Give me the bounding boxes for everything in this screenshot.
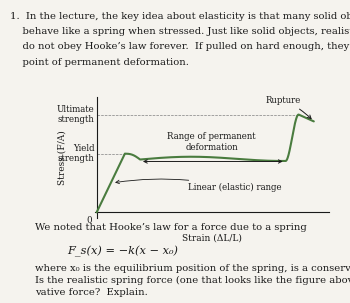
Text: Ultimate
strength: Ultimate strength <box>57 105 94 124</box>
Text: 0: 0 <box>86 216 92 225</box>
Text: vative force?  Explain.: vative force? Explain. <box>35 288 148 297</box>
Text: do not obey Hooke’s law forever.  If pulled on hard enough, they reach a: do not obey Hooke’s law forever. If pull… <box>10 42 350 52</box>
Text: Stress (F/A): Stress (F/A) <box>57 130 66 185</box>
Text: Rupture: Rupture <box>266 96 311 119</box>
Text: Yield
strength: Yield strength <box>58 144 94 163</box>
Text: Linear (elastic) range: Linear (elastic) range <box>116 179 281 192</box>
Text: point of permanent deformation.: point of permanent deformation. <box>10 58 189 67</box>
Text: F_s(x) = −k(x − x₀): F_s(x) = −k(x − x₀) <box>67 245 178 257</box>
Text: behave like a spring when stressed. Just like solid objects, realistic springs: behave like a spring when stressed. Just… <box>10 27 350 36</box>
Text: Is the realistic spring force (one that looks like the figure above) a conser-: Is the realistic spring force (one that … <box>35 276 350 285</box>
Text: Range of permanent
deformation: Range of permanent deformation <box>167 132 256 152</box>
Text: We noted that Hooke’s law for a force due to a spring: We noted that Hooke’s law for a force du… <box>35 223 307 232</box>
Text: Strain (ΔL/L): Strain (ΔL/L) <box>182 234 242 243</box>
Text: where x₀ is the equilibrium position of the spring, is a conservative force.: where x₀ is the equilibrium position of … <box>35 264 350 273</box>
Text: 1.  In the lecture, the key idea about elasticity is that many solid objects: 1. In the lecture, the key idea about el… <box>10 12 350 21</box>
